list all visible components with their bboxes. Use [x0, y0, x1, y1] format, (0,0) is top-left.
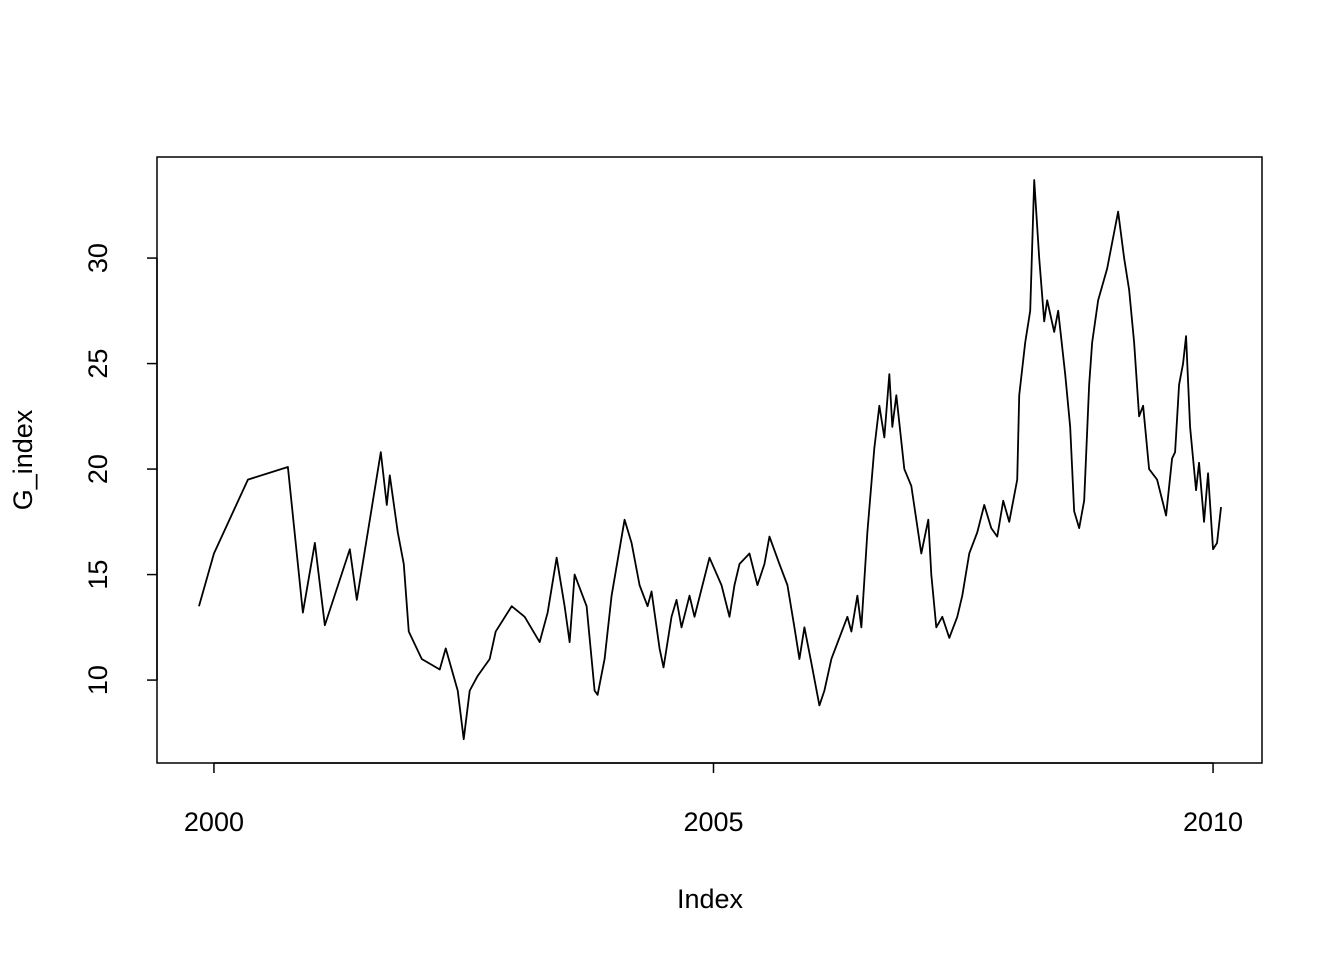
y-tick-label: 25 — [83, 349, 113, 379]
y-tick-label: 15 — [83, 560, 113, 590]
x-tick-label: 2005 — [683, 807, 743, 837]
x-tick-label: 2010 — [1183, 807, 1243, 837]
y-tick-label: 10 — [83, 665, 113, 695]
y-tick-label: 20 — [83, 454, 113, 484]
y-axis-label: G_index — [8, 409, 38, 510]
y-tick-label: 30 — [83, 243, 113, 273]
x-axis-label: Index — [677, 884, 744, 914]
plot-box — [156, 156, 1263, 764]
x-tick-label: 2000 — [184, 807, 244, 837]
line-series — [198, 179, 1222, 741]
